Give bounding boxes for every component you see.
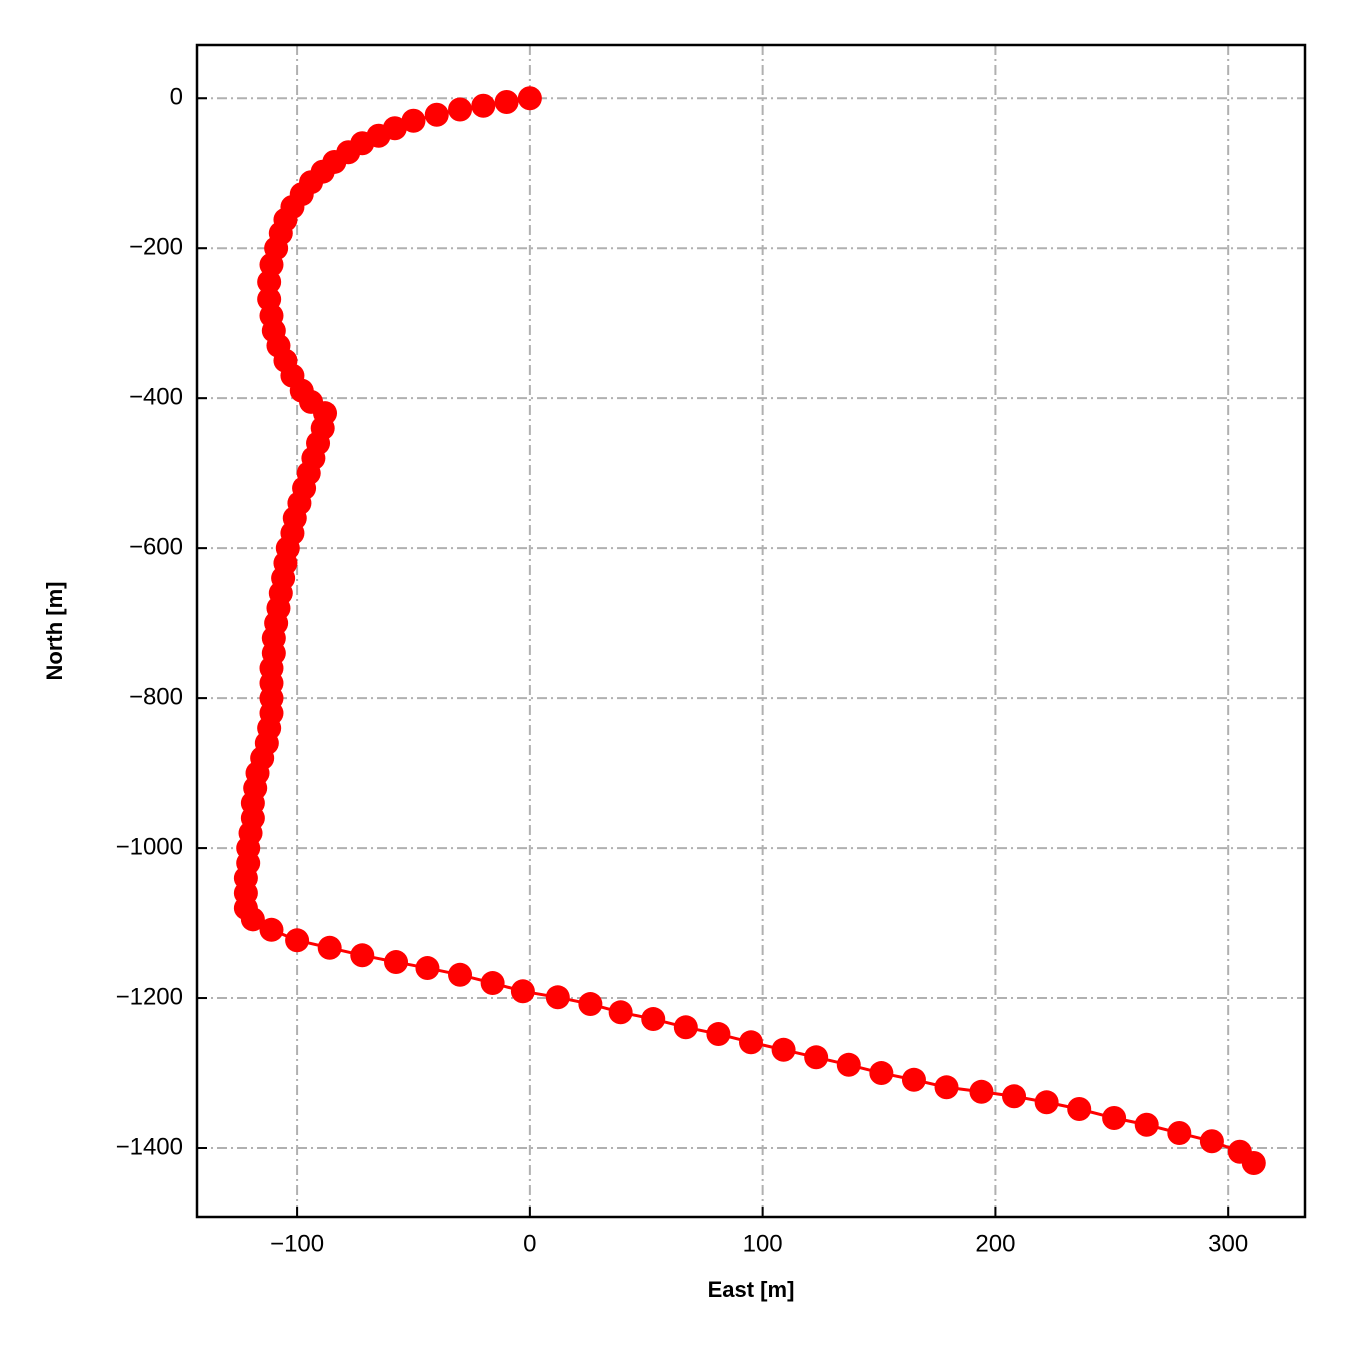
data-point [1199,1129,1224,1154]
y-tick-label: −1200 [116,983,183,1010]
data-point [836,1052,861,1077]
data-point [934,1075,959,1100]
data-point [804,1045,829,1070]
data-point [1034,1090,1059,1115]
data-point [424,102,449,127]
x-tick-label: −100 [270,1230,324,1257]
data-point [510,979,535,1004]
plot-frame [195,43,1307,1219]
data-point [1241,1151,1266,1176]
data-point [517,86,542,111]
data-point [869,1061,894,1086]
data-point [901,1067,926,1092]
x-axis-label: East [m] [708,1277,795,1302]
data-point [285,928,310,953]
x-tick-label: 0 [523,1230,536,1257]
y-tick-label: −800 [129,683,183,710]
y-tick-label: −200 [129,234,183,261]
y-tick-label: 0 [170,84,183,111]
y-tick-label: −1000 [116,833,183,860]
data-point [1002,1084,1027,1109]
data-point [480,971,505,996]
data-point [471,93,496,118]
data-point [448,962,473,987]
y-tick-label: −1400 [116,1133,183,1160]
data-point [384,950,409,975]
data-point [448,97,473,122]
data-point [240,907,265,932]
x-tick-label: 200 [975,1230,1015,1257]
data-point [494,89,519,114]
y-axis-label: North [m] [42,582,67,681]
data-point [706,1022,731,1047]
data-line [244,96,1255,1165]
data-point [608,1000,633,1025]
y-tick-label: −600 [129,533,183,560]
data-point [1134,1112,1159,1137]
data-point [578,992,603,1017]
y-tick-label: −400 [129,384,183,411]
data-point [545,985,570,1010]
data-point [739,1030,763,1055]
data-point [1067,1097,1092,1122]
data-point [401,108,426,133]
data-point [771,1037,796,1062]
x-tick-label: 100 [743,1230,783,1257]
data-point [415,956,440,981]
data-point [969,1079,994,1104]
x-tick-label: 300 [1208,1230,1248,1257]
data-point [1102,1106,1127,1131]
data-point [350,943,375,968]
data-point [317,935,342,960]
data-point [259,917,284,942]
data-point [641,1007,666,1032]
data-point [1167,1121,1192,1146]
data-point [673,1015,698,1040]
data-point [257,269,282,294]
